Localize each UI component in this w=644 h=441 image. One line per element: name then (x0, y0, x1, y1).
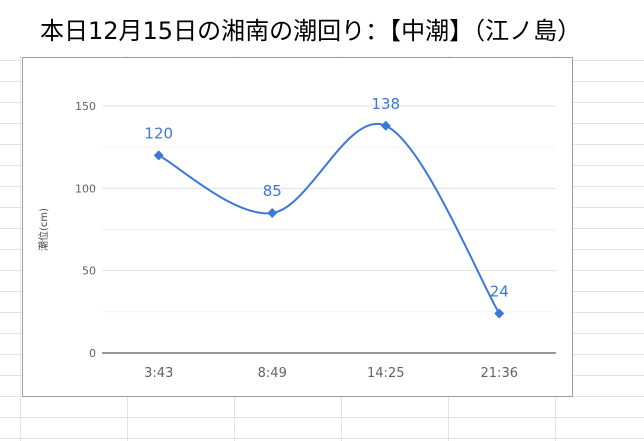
data-point (267, 208, 278, 219)
data-point (380, 120, 391, 131)
x-tick-labels: 3:43 8:49 14:25 21:36 (144, 366, 518, 381)
x-tick-label: 21:36 (481, 366, 518, 381)
y-tick-label: 0 (89, 347, 96, 360)
y-tick-label: 50 (82, 265, 96, 278)
x-tick-label: 8:49 (258, 366, 287, 381)
y-tick-labels: 0 50 100 150 (75, 100, 96, 360)
x-tick-label: 3:43 (144, 366, 173, 381)
chart-gridlines (102, 105, 556, 313)
page-title: 本日12月15日の湘南の潮回り：【中潮】（江ノ島） (0, 0, 644, 56)
data-labels: 120 85 138 24 (144, 95, 508, 301)
series-markers (153, 120, 505, 319)
data-label: 120 (144, 124, 173, 142)
series-line (158, 122, 501, 314)
x-tick-label: 14:25 (367, 366, 404, 381)
data-point (494, 308, 505, 319)
chart-card[interactable]: 0 50 100 150 潮位(cm) 3:43 8:49 14:25 21:36 120 8… (22, 57, 573, 397)
data-point (153, 150, 164, 161)
y-tick-label: 150 (75, 100, 96, 113)
y-axis-label: 潮位(cm) (37, 208, 50, 251)
data-label: 85 (263, 182, 282, 200)
data-label: 138 (371, 95, 400, 113)
tide-chart: 0 50 100 150 潮位(cm) 3:43 8:49 14:25 21:36 120 8… (37, 95, 556, 381)
data-label: 24 (490, 282, 509, 300)
y-tick-label: 100 (75, 182, 96, 195)
